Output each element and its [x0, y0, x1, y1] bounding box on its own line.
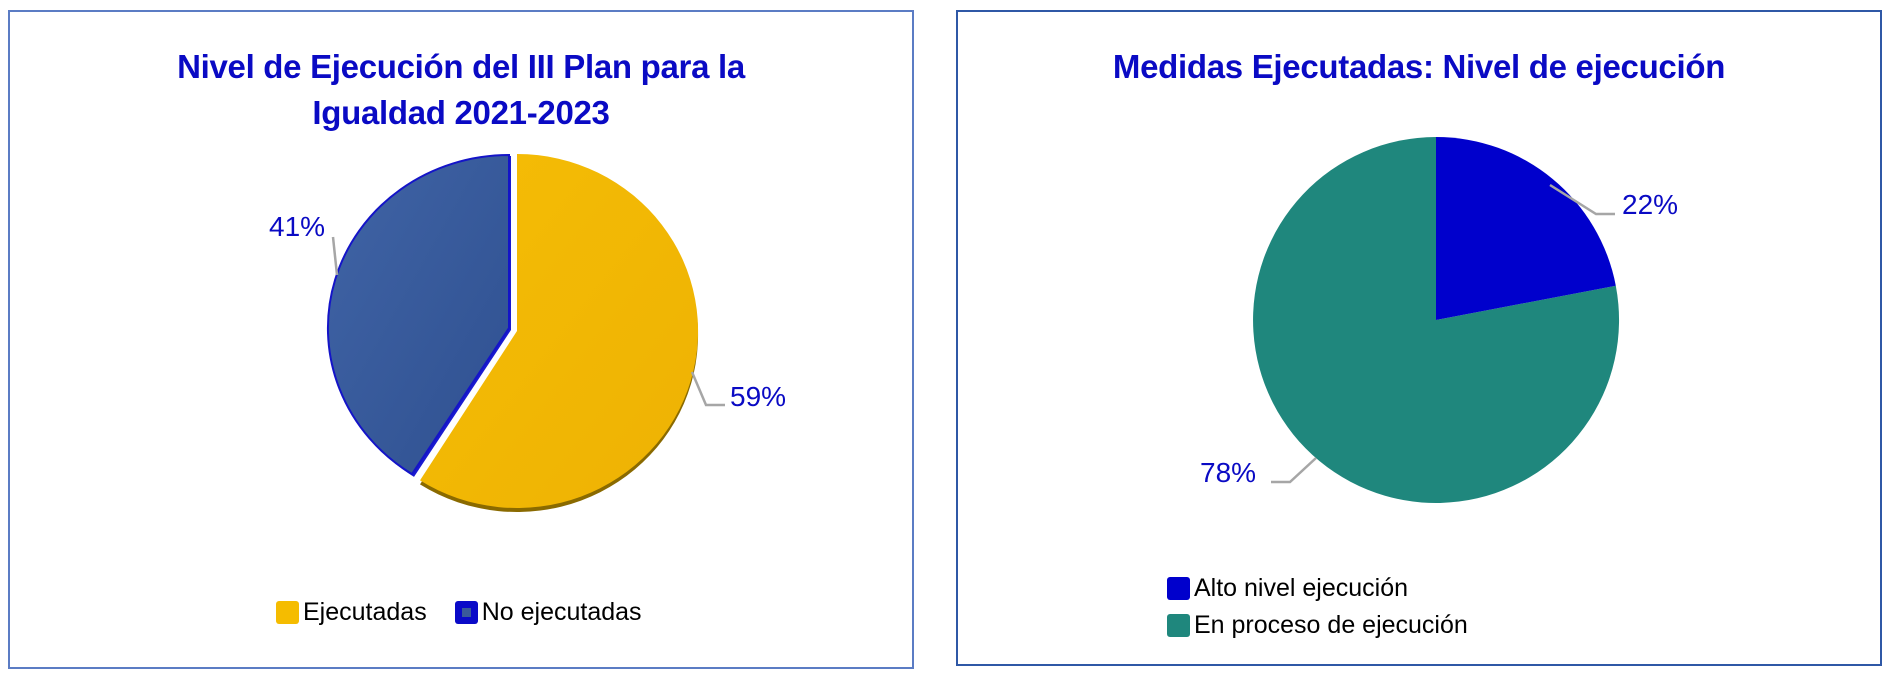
- pie-right: 22% 78%: [1200, 137, 1678, 503]
- chart-legend: Ejecutadas No ejecutadas: [276, 598, 642, 627]
- pie-slice-alto-nivel: [1436, 137, 1616, 320]
- data-label-no-ejecutadas: 41%: [269, 211, 325, 242]
- legend-item-en-proceso: En proceso de ejecución: [1167, 611, 1468, 640]
- legend-item-ejecutadas: Ejecutadas: [276, 598, 427, 627]
- legend-label: Ejecutadas: [303, 598, 427, 626]
- legend-item-alto-nivel: Alto nivel ejecución: [1167, 574, 1468, 603]
- pie-left: 41% 59%: [269, 153, 786, 512]
- chart-title: Nivel de Ejecución del III Plan para la …: [10, 44, 912, 136]
- legend-label: En proceso de ejecución: [1194, 611, 1468, 639]
- chart-title-line-2: Igualdad 2021-2023: [312, 94, 610, 131]
- legend-label: Alto nivel ejecución: [1194, 574, 1409, 602]
- legend-label: No ejecutadas: [481, 598, 642, 626]
- data-label-ejecutadas: 59%: [730, 381, 786, 412]
- pie-slice-en-proceso: [1253, 137, 1620, 503]
- chart-panel-execution-level: Nivel de Ejecución del III Plan para la …: [8, 10, 914, 669]
- legend-swatch-ejecutadas: [276, 601, 299, 624]
- pie-slice-ejecutadas: [420, 153, 699, 509]
- pie-slice-no-ejecutadas: [326, 153, 510, 476]
- legend-swatch-en-proceso: [1167, 614, 1190, 637]
- leader-line: [1271, 457, 1317, 484]
- data-label-en-proceso: 78%: [1200, 457, 1256, 488]
- leader-line: [1549, 183, 1615, 216]
- chart-title-line-1: Nivel de Ejecución del III Plan para la: [177, 48, 745, 85]
- legend-swatch-no-ejecutadas: [454, 601, 478, 624]
- legend-swatch-alto-nivel: [1167, 577, 1190, 600]
- data-label-alto-nivel: 22%: [1622, 189, 1678, 220]
- chart-title: Medidas Ejecutadas: Nivel de ejecución: [1112, 48, 1726, 85]
- chart-legend: Alto nivel ejecución En proceso de ejecu…: [1167, 574, 1468, 640]
- legend-item-no-ejecutadas: No ejecutadas: [454, 598, 642, 627]
- leader-line: [690, 371, 725, 407]
- leader-line: [331, 236, 339, 276]
